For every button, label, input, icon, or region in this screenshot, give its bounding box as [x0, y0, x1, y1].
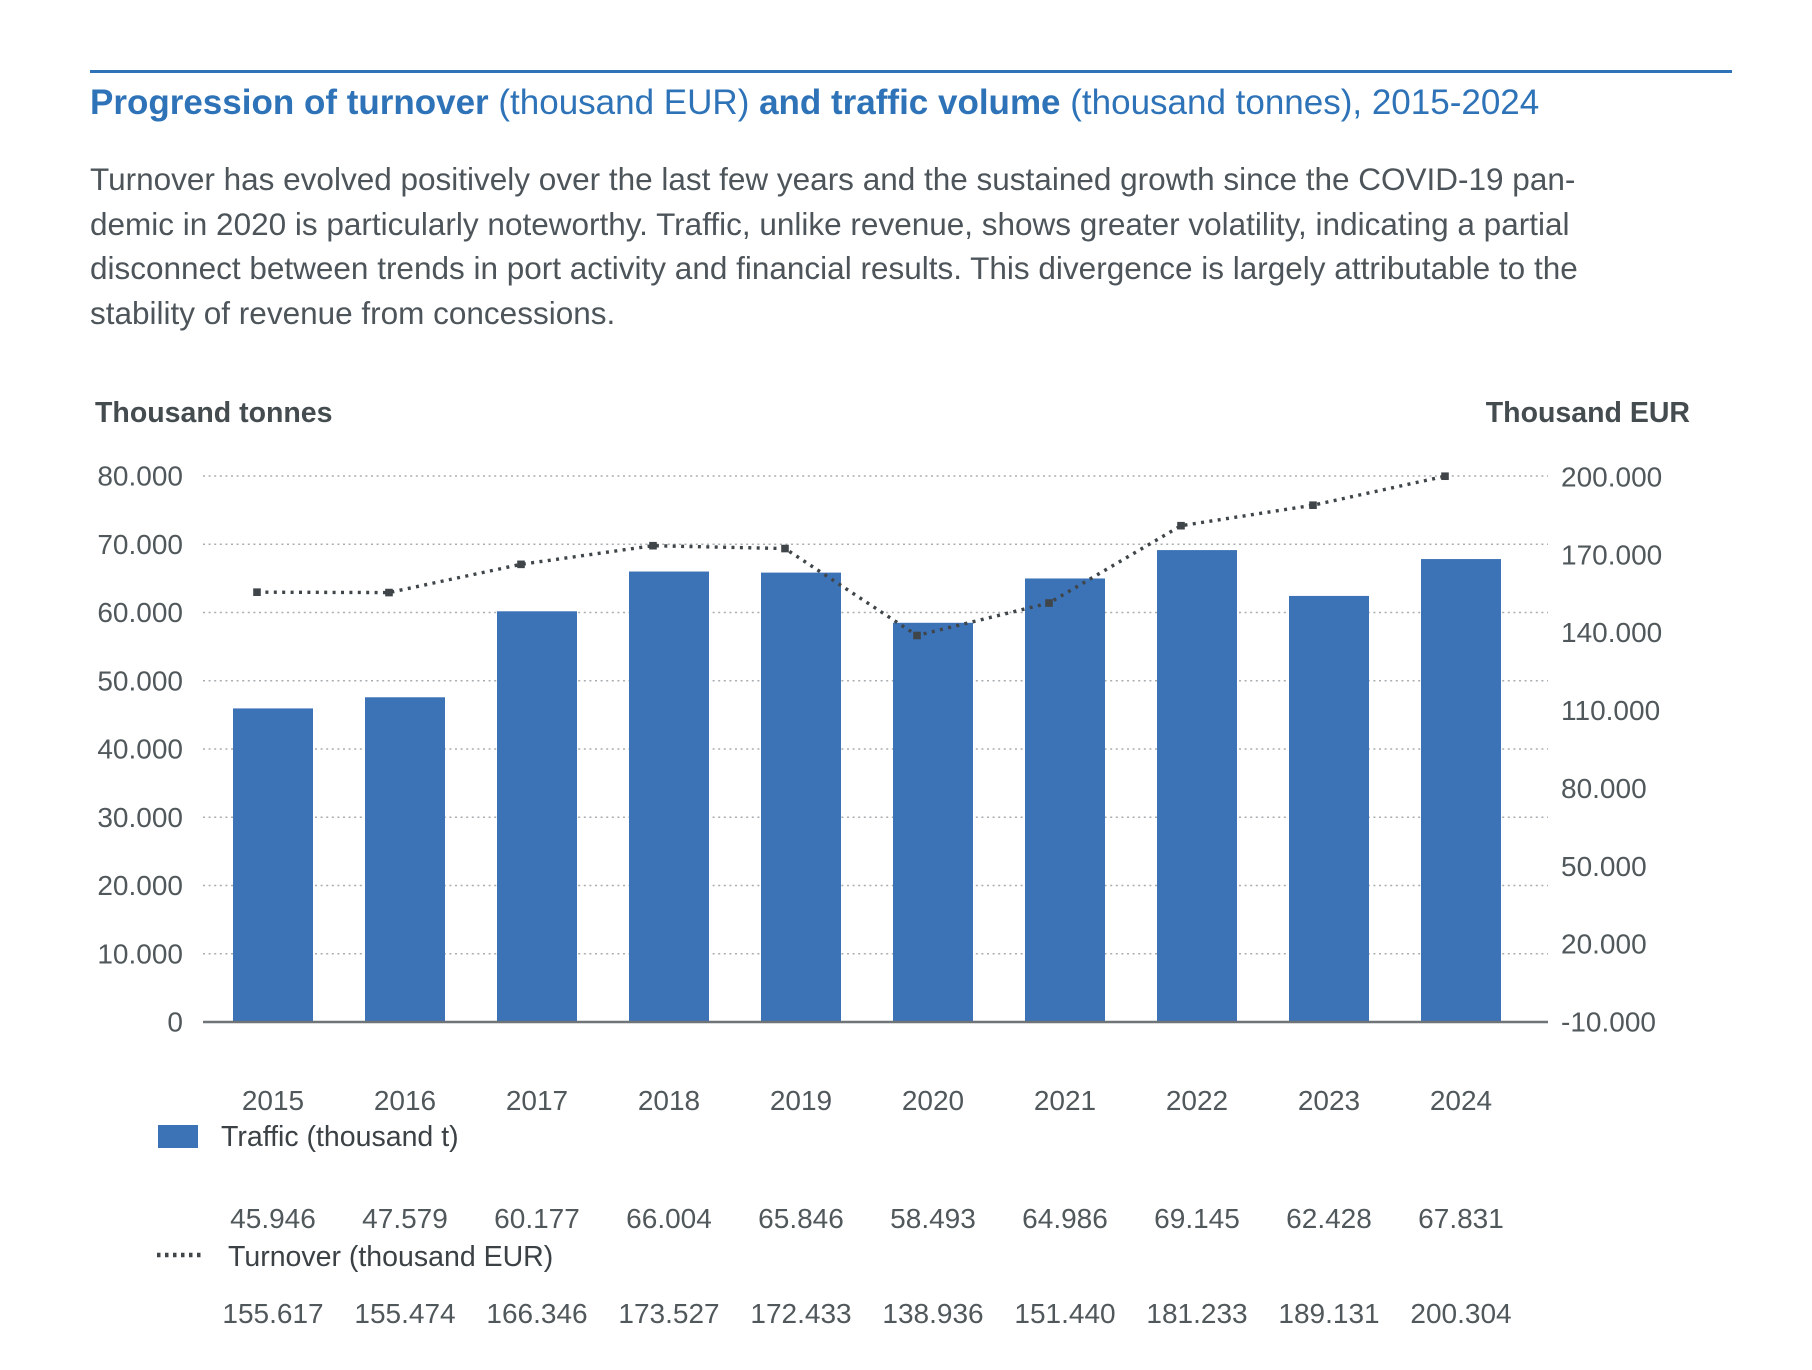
traffic-value-2015: 45.946 — [230, 1203, 316, 1234]
bar-2019 — [761, 572, 841, 1022]
x-label-2016: 2016 — [374, 1085, 436, 1116]
bar-2015 — [233, 708, 313, 1022]
left-tick-80.000: 80.000 — [97, 461, 183, 492]
right-tick-140.000: 140.000 — [1561, 617, 1662, 648]
bar-2017 — [497, 611, 577, 1022]
traffic-value-2022: 69.145 — [1154, 1203, 1240, 1234]
turnover-point-2020 — [913, 631, 921, 640]
x-label-2018: 2018 — [638, 1085, 700, 1116]
traffic-value-2016: 47.579 — [362, 1203, 448, 1234]
x-label-2020: 2020 — [902, 1085, 964, 1116]
turnover-value-2015: 155.617 — [222, 1298, 324, 1329]
intro-line-2: demic in 2020 is particularly noteworthy… — [90, 205, 1570, 242]
intro-line-1: Turnover has evolved positively over the… — [90, 161, 1576, 197]
turnover-legend-swatch — [157, 1252, 204, 1258]
right-tick-20.000: 20.000 — [1561, 929, 1647, 960]
turnover-value-2023: 189.131 — [1278, 1298, 1380, 1329]
traffic-value-2019: 65.846 — [758, 1203, 844, 1234]
left-tick-40.000: 40.000 — [97, 734, 183, 765]
title-bold-2: and traffic volume — [759, 83, 1061, 122]
turnover-values-row: 155.617 155.474 166.346 173.527 172.433 138.9… — [0, 1298, 1812, 1334]
right-tick-110.000: 110.000 — [1561, 695, 1660, 726]
x-label-2022: 2022 — [1166, 1085, 1228, 1116]
left-tick-70.000: 70.000 — [97, 529, 183, 560]
traffic-legend-swatch — [158, 1125, 198, 1148]
x-label-2023: 2023 — [1298, 1085, 1360, 1116]
turnover-point-2023 — [1309, 501, 1317, 510]
x-label-2024: 2024 — [1430, 1085, 1492, 1116]
right-tick-50.000: 50.000 — [1561, 851, 1647, 882]
traffic-value-2024: 67.831 — [1418, 1203, 1504, 1234]
bar-2018 — [629, 571, 709, 1022]
right-axis-title: Thousand EUR — [1485, 397, 1690, 429]
turnover-value-2024: 200.304 — [1410, 1298, 1512, 1329]
turnover-point-2024 — [1441, 472, 1449, 481]
turnover-point-2016 — [385, 588, 393, 597]
traffic-value-2020: 58.493 — [890, 1203, 976, 1234]
intro-line-4: stability of revenue from concessions. — [90, 294, 616, 331]
page-title: Progression of turnover (thousand EUR) a… — [90, 82, 1790, 124]
title-regular-1: (thousand EUR) — [488, 83, 760, 122]
traffic-value-2021: 64.986 — [1022, 1203, 1108, 1234]
left-tick-20.000: 20.000 — [97, 870, 183, 901]
left-axis-title: Thousand tonnes — [95, 397, 333, 429]
right-tick--10.000: -10.000 — [1561, 1007, 1656, 1038]
x-label-2015: 2015 — [242, 1085, 304, 1116]
x-label-2017: 2017 — [506, 1085, 568, 1116]
turnover-value-2020: 138.936 — [882, 1298, 984, 1329]
right-tick-170.000: 170.000 — [1561, 539, 1662, 570]
left-tick-10.000: 10.000 — [97, 938, 183, 969]
turnover-point-2022 — [1177, 521, 1185, 530]
turnover-point-2018 — [649, 541, 657, 550]
traffic-legend-label: Traffic (thousand t) — [221, 1121, 459, 1153]
traffic-values-row: 45.946 47.579 60.177 66.004 65.846 58.493 64.9… — [0, 1203, 1812, 1239]
turnover-point-2015 — [253, 588, 261, 596]
title-rule — [90, 70, 1732, 73]
turnover-value-2018: 173.527 — [618, 1298, 720, 1329]
title-bold-1: Progression of turnover — [90, 83, 489, 122]
turnover-value-2021: 151.440 — [1014, 1298, 1116, 1329]
intro-line-3: disconnect between trends in port activi… — [90, 250, 1578, 286]
traffic-value-2017: 60.177 — [494, 1203, 580, 1234]
left-tick-30.000: 30.000 — [97, 802, 183, 833]
bar-2023 — [1289, 595, 1369, 1022]
traffic-value-2018: 66.004 — [626, 1203, 712, 1234]
turnover-legend-label: Turnover (thousand EUR) — [228, 1241, 554, 1273]
turnover-point-2017 — [517, 560, 525, 569]
traffic-value-2023: 62.428 — [1286, 1203, 1372, 1234]
title-regular-2: (thousand tonnes), 2015-2024 — [1060, 83, 1540, 122]
turnover-point-2019 — [781, 544, 789, 553]
turnover-value-2019: 172.433 — [750, 1298, 852, 1329]
left-tick-0: 0 — [167, 1007, 183, 1038]
intro-paragraph: Turnover has evolved positively over the… — [90, 157, 1750, 335]
turnover-value-2022: 181.233 — [1146, 1298, 1248, 1329]
bar-2020 — [893, 622, 973, 1022]
turnover-point-2021 — [1045, 599, 1053, 607]
turnover-value-2017: 166.346 — [486, 1298, 588, 1329]
right-tick-200.000: 200.000 — [1561, 462, 1662, 493]
turnover-line — [256, 474, 1446, 638]
turnover-value-2016: 155.474 — [354, 1298, 456, 1329]
x-label-2021: 2021 — [1034, 1085, 1096, 1116]
x-label-2019: 2019 — [770, 1085, 832, 1116]
right-tick-80.000: 80.000 — [1561, 773, 1647, 804]
left-tick-60.000: 60.000 — [97, 597, 183, 628]
bar-2024 — [1421, 559, 1501, 1022]
bar-2016 — [365, 697, 445, 1022]
bar-2021 — [1025, 578, 1105, 1022]
bar-2022 — [1157, 550, 1237, 1022]
left-tick-50.000: 50.000 — [97, 665, 183, 696]
